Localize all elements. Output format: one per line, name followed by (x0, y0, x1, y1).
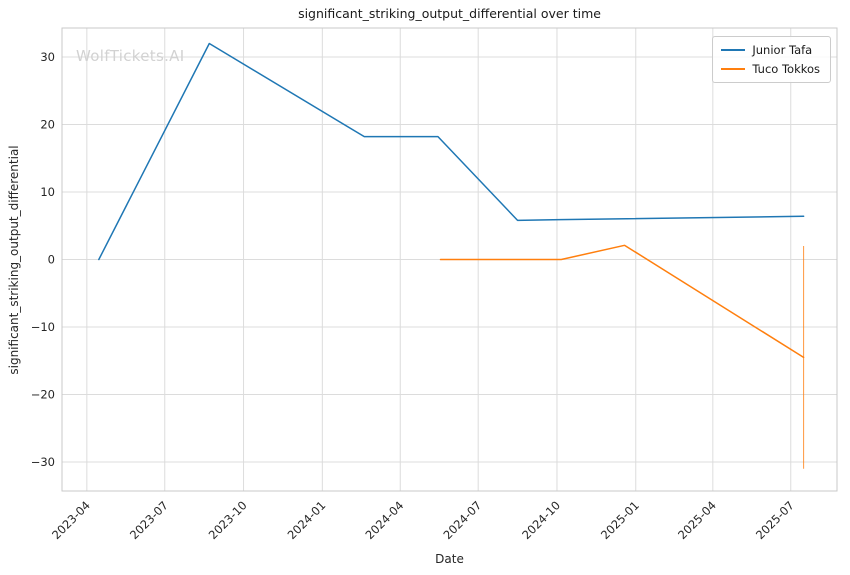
legend-label: Tuco Tokkos (752, 62, 820, 76)
legend-line-swatch (721, 68, 746, 70)
x-tick-label: 2024-07 (440, 498, 484, 542)
plot-border (61, 27, 838, 492)
legend-item-tuco-tokkos: Tuco Tokkos (721, 62, 820, 76)
chart-title: significant_striking_output_differential… (298, 6, 601, 21)
x-tick-label: 2025-01 (598, 498, 642, 542)
y-tick-label: 0 (48, 253, 55, 267)
x-tick-label: 2025-07 (753, 498, 797, 542)
series-line-tuco-tokkos (439, 244, 805, 359)
legend-item-junior-tafa: Junior Tafa (721, 43, 820, 57)
y-tick-label: −20 (31, 387, 55, 401)
y-tick-label: 30 (40, 50, 55, 64)
legend: Junior Tafa Tuco Tokkos (712, 36, 831, 83)
watermark: WolfTickets.AI (76, 47, 185, 65)
y-tick-label: 10 (40, 185, 55, 199)
y-tick-label: −10 (31, 320, 55, 334)
legend-label: Junior Tafa (752, 43, 813, 57)
x-tick-label: 2023-04 (49, 498, 93, 542)
y-tick-label: 20 (40, 118, 55, 132)
series-line-junior-tafa (98, 42, 805, 261)
x-tick-label: 2023-07 (127, 498, 171, 542)
x-tick-label: 2025-04 (675, 498, 719, 542)
x-tick-label: 2024-04 (362, 498, 406, 542)
x-tick-label: 2024-01 (285, 498, 329, 542)
y-axis-label: significant_striking_output_differential (7, 145, 21, 375)
x-tick-label: 2023-10 (206, 498, 250, 542)
y-tick-label: −30 (31, 455, 55, 469)
legend-line-swatch (721, 49, 746, 51)
x-axis-label: Date (435, 552, 464, 566)
x-tick-label: 2024-10 (519, 498, 563, 542)
